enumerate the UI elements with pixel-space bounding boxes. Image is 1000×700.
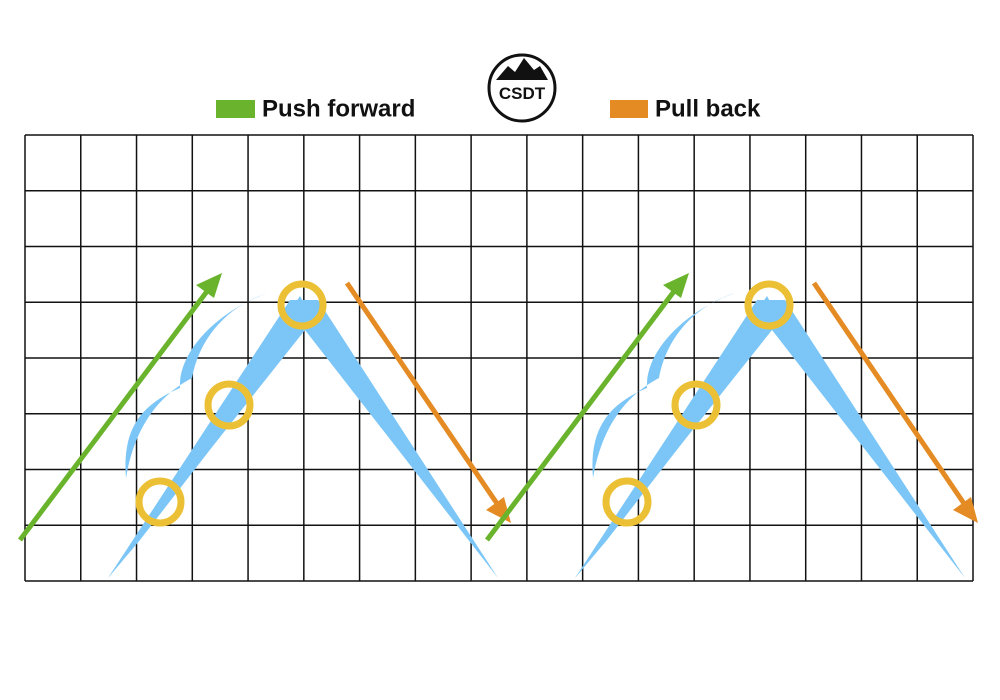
legend-label: Push forward	[262, 95, 415, 122]
joint	[204, 380, 254, 430]
pull-arrow	[344, 281, 501, 507]
motion-diagram	[18, 273, 511, 578]
logo-mountain	[496, 58, 548, 80]
joint	[135, 477, 185, 527]
push-arrow	[18, 288, 210, 542]
motion-diagram	[487, 273, 978, 578]
legend-label: Pull back	[655, 95, 761, 122]
logo: CSDT	[487, 53, 557, 123]
legend-swatch	[610, 100, 648, 118]
arrow-head	[196, 273, 222, 298]
joint	[277, 280, 327, 330]
logo-text: CSDT	[499, 84, 546, 103]
legend-swatch	[216, 100, 255, 118]
stroke-path	[108, 296, 312, 578]
